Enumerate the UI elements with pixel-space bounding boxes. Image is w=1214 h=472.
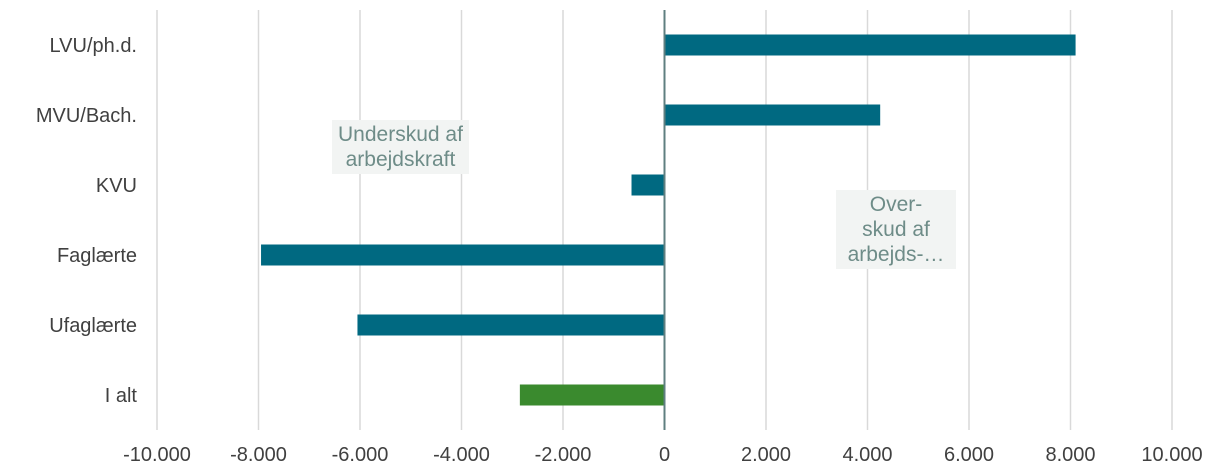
x-tick-label: -10.000 — [123, 444, 191, 466]
annotation-overskud: Over- skud af arbejds-… — [836, 190, 956, 269]
x-tick-label: 0 — [659, 444, 670, 466]
x-tick-label: -4.000 — [433, 444, 490, 466]
x-tick-label: 6.000 — [944, 444, 994, 466]
x-tick-label: -8.000 — [230, 444, 287, 466]
x-tick-label: -6.000 — [332, 444, 389, 466]
annotation-underskud: Underskud af arbejdskraft — [332, 120, 469, 174]
x-tick-label: 8.000 — [1045, 444, 1095, 466]
bar-i-alt — [519, 384, 665, 406]
category-label: KVU — [96, 175, 137, 197]
category-label: I alt — [105, 385, 138, 407]
x-tick-labels: -10.000 -8.000 -6.000 -4.000 -2.000 0 2.000 4.0… — [123, 444, 1203, 466]
category-labels: LVU/ph.d. MVU/Bach. KVU Faglærte Ufaglærte I … — [36, 35, 138, 407]
category-label: LVU/ph.d. — [50, 35, 137, 57]
x-tick-label: 10.000 — [1141, 444, 1202, 466]
category-label: MVU/Bach. — [36, 105, 137, 127]
bar-ufaglærte — [357, 314, 665, 336]
bars — [261, 34, 1076, 406]
bar-faglærte — [261, 244, 665, 266]
bar-mvu-bach — [664, 104, 881, 126]
bar-kvu — [631, 174, 665, 196]
gridlines — [156, 10, 1173, 430]
bar-lvu-ph-d — [664, 34, 1076, 56]
category-label: Ufaglærte — [49, 315, 137, 337]
x-tick-label: 4.000 — [842, 444, 892, 466]
category-label: Faglærte — [57, 245, 137, 267]
x-tick-label: -2.000 — [535, 444, 592, 466]
x-tick-label: 2.000 — [741, 444, 791, 466]
